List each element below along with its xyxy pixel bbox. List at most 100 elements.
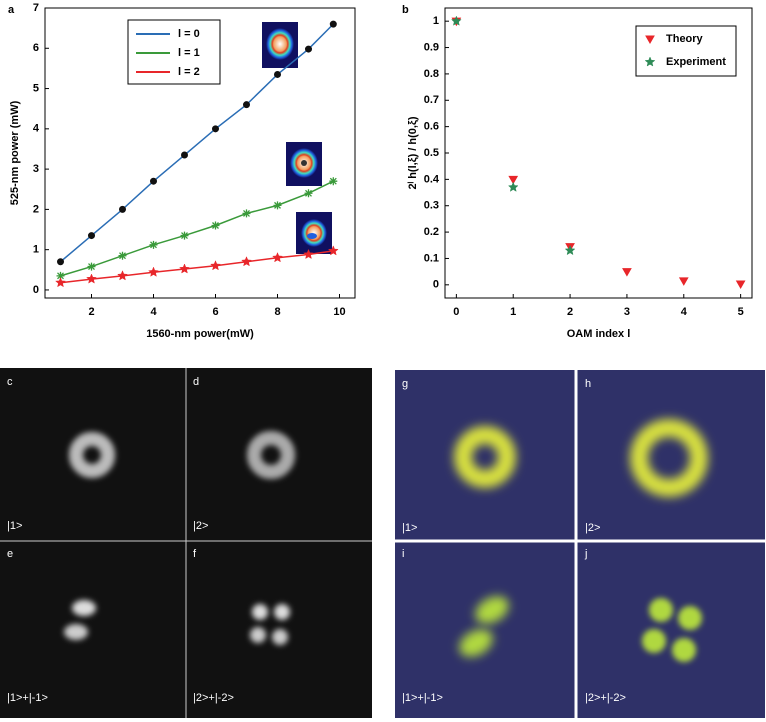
y-tick-label: 5 <box>33 82 39 94</box>
marker <box>327 245 339 256</box>
marker <box>118 251 127 260</box>
state-label: |2>+|-2> <box>193 692 234 704</box>
panel-letter: j <box>584 548 587 560</box>
marker <box>57 258 64 266</box>
plot-frame <box>44 7 356 299</box>
legend-label: l = 1 <box>178 47 200 59</box>
x-tick-label: 4 <box>681 306 688 318</box>
line <box>60 250 334 284</box>
marker <box>211 221 220 230</box>
marker <box>303 248 314 260</box>
panel-letter: i <box>402 548 404 560</box>
y-tick-label: 7 <box>33 2 39 14</box>
marker <box>179 263 190 274</box>
marker <box>148 266 159 277</box>
marker <box>241 256 252 267</box>
y-tick-label: 0.8 <box>424 68 439 80</box>
x-axis-label: OAM index l <box>567 328 631 340</box>
marker <box>119 205 126 213</box>
image-panels <box>0 368 765 718</box>
y-tick-label: 0.9 <box>424 41 439 53</box>
y-axis-label: 525-nm power (mW) <box>9 100 21 205</box>
y-tick-label: 0.7 <box>424 94 439 106</box>
y-tick-label: 6 <box>33 42 39 54</box>
x-tick-label: 2 <box>567 306 573 318</box>
legend-label: Experiment <box>666 56 726 68</box>
marker <box>564 244 576 256</box>
marker <box>242 209 251 218</box>
marker <box>87 262 96 271</box>
legend <box>635 25 737 77</box>
legend-marker <box>644 56 656 67</box>
legend-marker <box>645 35 655 45</box>
x-tick-label: 5 <box>738 306 744 318</box>
state-label: |1> <box>402 522 417 534</box>
marker <box>210 260 221 271</box>
line <box>60 23 334 263</box>
marker <box>678 277 689 286</box>
marker <box>56 271 65 280</box>
marker <box>329 177 338 186</box>
panel-letter: g <box>402 378 408 390</box>
panel-letter: c <box>7 376 13 388</box>
panel-label: b <box>402 4 409 16</box>
legend-label: Theory <box>666 33 704 45</box>
y-tick-label: 1 <box>433 15 439 27</box>
x-tick-label: 6 <box>212 306 218 318</box>
marker <box>88 232 95 240</box>
y-tick-label: 4 <box>33 123 40 135</box>
marker <box>273 201 282 210</box>
marker <box>450 15 462 26</box>
state-label: |2> <box>585 522 600 534</box>
marker <box>149 240 158 249</box>
marker <box>508 175 519 185</box>
state-label: |2> <box>193 520 208 532</box>
y-tick-label: 0.3 <box>424 200 439 212</box>
panel-letter: e <box>7 548 13 560</box>
y-tick-label: 0.6 <box>424 121 439 133</box>
y-axis-label: 2ˡ h(l,ξ) / h(0,ξ) <box>407 116 419 189</box>
marker <box>329 20 337 28</box>
marker <box>304 189 313 198</box>
panel-label: a <box>8 4 15 16</box>
x-tick-label: 8 <box>274 306 280 318</box>
legend-label: l = 0 <box>178 28 200 40</box>
x-tick-label: 0 <box>453 306 459 318</box>
panel-letter: h <box>585 378 591 390</box>
x-tick-label: 3 <box>624 306 630 318</box>
marker <box>622 268 632 277</box>
marker <box>117 270 128 281</box>
y-tick-label: 3 <box>33 163 39 175</box>
marker <box>507 181 519 192</box>
marker <box>86 273 97 284</box>
x-tick-label: 10 <box>333 306 345 318</box>
marker <box>243 101 250 109</box>
line <box>60 180 334 277</box>
x-axis-label: 1560-nm power(mW) <box>146 328 254 340</box>
marker <box>55 277 66 288</box>
panel-letter: f <box>193 548 197 560</box>
marker <box>272 252 283 263</box>
marker <box>180 231 189 240</box>
marker <box>274 70 281 78</box>
y-tick-label: 2 <box>33 203 39 215</box>
state-label: |1>+|-1> <box>7 692 48 704</box>
state-label: |1> <box>7 520 22 532</box>
marker <box>305 45 312 53</box>
x-tick-label: 2 <box>88 306 94 318</box>
y-tick-label: 0 <box>433 279 439 291</box>
x-tick-label: 1 <box>510 306 516 318</box>
marker <box>212 125 219 133</box>
y-tick-label: 0.5 <box>424 147 439 159</box>
insets <box>262 22 332 254</box>
x-tick-label: 4 <box>150 306 157 318</box>
y-tick-label: 0 <box>33 284 39 296</box>
y-tick-label: 0.1 <box>424 252 439 264</box>
y-tick-label: 0.2 <box>424 226 439 238</box>
panel-labels: c |1> d |2> e |1>+|-1> f |2>+|-2> g |1> h |2> i |1>+|… <box>7 376 626 704</box>
panel-letter: d <box>193 376 199 388</box>
y-tick-label: 1 <box>33 244 39 256</box>
y-tick-label: 0.4 <box>424 173 440 185</box>
state-label: |1>+|-1> <box>402 692 443 704</box>
